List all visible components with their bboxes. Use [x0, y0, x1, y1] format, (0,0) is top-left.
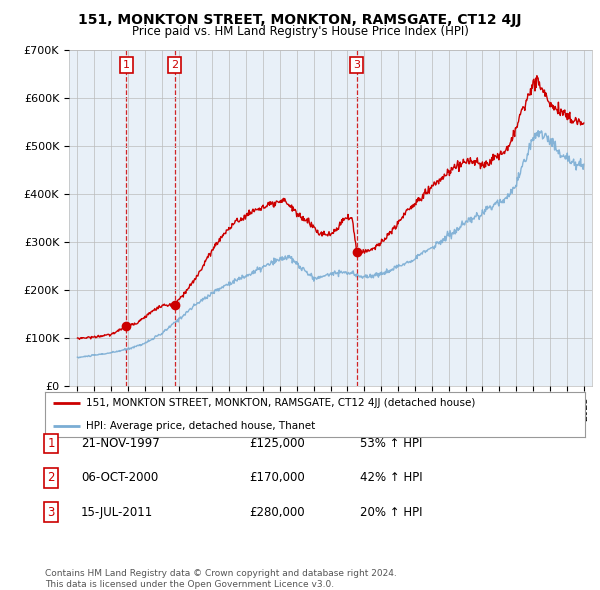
- Text: £125,000: £125,000: [249, 437, 305, 450]
- Text: 21-NOV-1997: 21-NOV-1997: [81, 437, 160, 450]
- Text: 06-OCT-2000: 06-OCT-2000: [81, 471, 158, 484]
- Text: 3: 3: [353, 60, 360, 70]
- Text: £170,000: £170,000: [249, 471, 305, 484]
- Text: 15-JUL-2011: 15-JUL-2011: [81, 506, 153, 519]
- Text: 2: 2: [171, 60, 178, 70]
- Text: Contains HM Land Registry data © Crown copyright and database right 2024.
This d: Contains HM Land Registry data © Crown c…: [45, 569, 397, 589]
- Text: 3: 3: [47, 506, 55, 519]
- Text: 151, MONKTON STREET, MONKTON, RAMSGATE, CT12 4JJ: 151, MONKTON STREET, MONKTON, RAMSGATE, …: [78, 13, 522, 27]
- Text: 1: 1: [123, 60, 130, 70]
- Text: 151, MONKTON STREET, MONKTON, RAMSGATE, CT12 4JJ (detached house): 151, MONKTON STREET, MONKTON, RAMSGATE, …: [86, 398, 475, 408]
- Text: 2: 2: [47, 471, 55, 484]
- Text: 42% ↑ HPI: 42% ↑ HPI: [360, 471, 422, 484]
- Text: HPI: Average price, detached house, Thanet: HPI: Average price, detached house, Than…: [86, 421, 315, 431]
- Text: 53% ↑ HPI: 53% ↑ HPI: [360, 437, 422, 450]
- Text: 20% ↑ HPI: 20% ↑ HPI: [360, 506, 422, 519]
- Text: Price paid vs. HM Land Registry's House Price Index (HPI): Price paid vs. HM Land Registry's House …: [131, 25, 469, 38]
- Text: £280,000: £280,000: [249, 506, 305, 519]
- Text: 1: 1: [47, 437, 55, 450]
